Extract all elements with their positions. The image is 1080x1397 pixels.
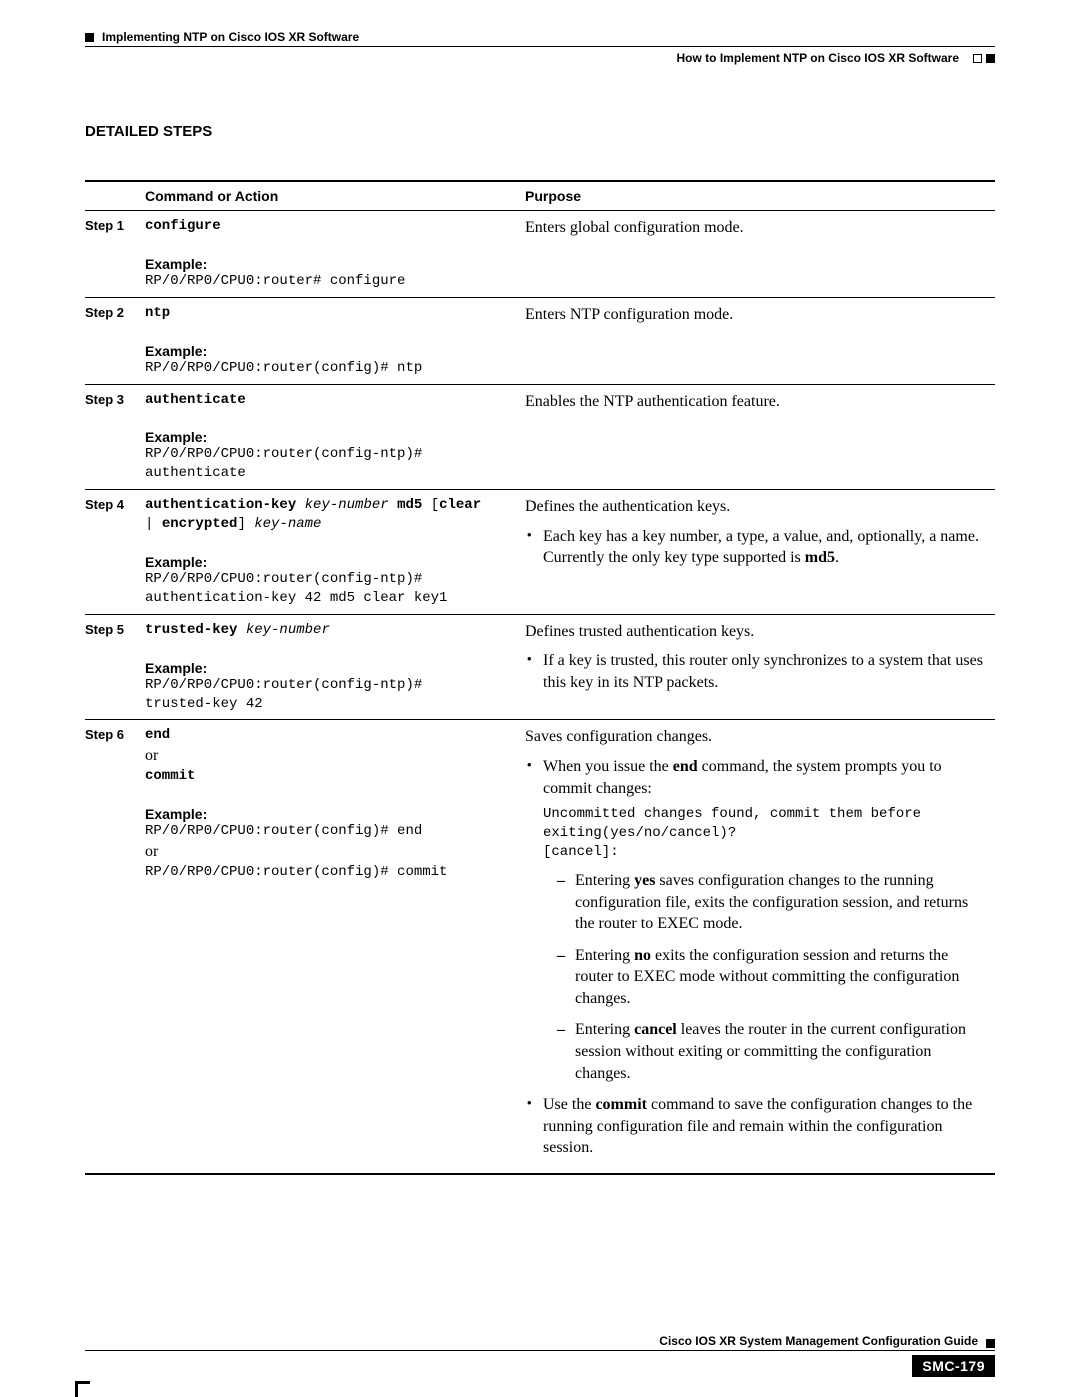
- chapter-title: Implementing NTP on Cisco IOS XR Softwar…: [102, 30, 359, 44]
- table-row: Step 4 authentication-key key-number md5…: [85, 490, 995, 615]
- steps-table: Command or Action Purpose Step 1 configu…: [85, 180, 995, 1175]
- bullet-bold: no: [634, 947, 651, 964]
- example-text: RP/0/RP0/CPU0:router(config)# commit: [145, 863, 489, 882]
- footer-guide-title: Cisco IOS XR System Management Configura…: [659, 1334, 978, 1348]
- bullet-bold: end: [673, 758, 698, 775]
- page-number: SMC-179: [912, 1355, 995, 1377]
- example-label: Example:: [145, 806, 489, 822]
- table-row: Step 5 trusted-key key-number Example: R…: [85, 614, 995, 720]
- example-label: Example:: [145, 343, 489, 359]
- command-text: authenticate: [145, 391, 489, 410]
- example-text: RP/0/RP0/CPU0:router# configure: [145, 272, 489, 291]
- example-text: RP/0/RP0/CPU0:router(config-ntp)# authen…: [145, 445, 489, 483]
- cmd-segment: key-name: [254, 516, 321, 532]
- cmd-segment: trusted-key: [145, 622, 237, 638]
- or-text: or: [145, 843, 489, 861]
- section-header-row: How to Implement NTP on Cisco IOS XR Sof…: [85, 51, 995, 65]
- bullet-item: Use the commit command to save the confi…: [525, 1094, 987, 1159]
- bullet-item: Each key has a key number, a type, a val…: [525, 526, 987, 569]
- example-text: RP/0/RP0/CPU0:router(config-ntp)# authen…: [145, 570, 489, 608]
- example-text: RP/0/RP0/CPU0:router(config)# ntp: [145, 359, 489, 378]
- bullet-text: Use the: [543, 1096, 595, 1113]
- or-text: or: [145, 747, 489, 765]
- bullet-text: .: [835, 549, 839, 566]
- purpose-text: Saves configuration changes.: [525, 726, 987, 748]
- purpose-text: Enters global configuration mode.: [513, 211, 995, 298]
- page-footer: Cisco IOS XR System Management Configura…: [85, 1334, 995, 1377]
- header-box-filled-icon: [986, 54, 995, 63]
- cmd-segment: clear: [439, 497, 481, 513]
- example-label: Example:: [145, 660, 489, 676]
- bullet-text: Each key has a key number, a type, a val…: [543, 528, 979, 567]
- bullet-bold: yes: [634, 872, 655, 889]
- purpose-text: Defines the authentication keys.: [525, 496, 987, 518]
- step-label: Step 3: [85, 392, 124, 407]
- example-text: RP/0/RP0/CPU0:router(config)# end: [145, 822, 489, 841]
- command-text: trusted-key key-number: [145, 621, 489, 640]
- bullet-bold: cancel: [634, 1021, 677, 1038]
- table-row: Step 1 configure Example: RP/0/RP0/CPU0:…: [85, 211, 995, 298]
- cmd-segment: |: [145, 516, 162, 532]
- sub-bullet-item: Entering yes saves configuration changes…: [557, 870, 987, 935]
- step-label: Step 2: [85, 305, 124, 320]
- command-text: ntp: [145, 304, 489, 323]
- example-text: RP/0/RP0/CPU0:router(config-ntp)# truste…: [145, 676, 489, 714]
- bullet-item: If a key is trusted, this router only sy…: [525, 650, 987, 693]
- command-text: configure: [145, 217, 489, 236]
- bullet-text: When you issue the: [543, 758, 673, 775]
- step-label: Step 5: [85, 622, 124, 637]
- bullet-bold: commit: [595, 1096, 647, 1113]
- sub-bullet-item: Entering no exits the configuration sess…: [557, 945, 987, 1010]
- sub-bullet-item: Entering cancel leaves the router in the…: [557, 1019, 987, 1084]
- bullet-item: When you issue the end command, the syst…: [525, 756, 987, 1084]
- bullet-text: Entering: [575, 872, 634, 889]
- chapter-header: Implementing NTP on Cisco IOS XR Softwar…: [85, 30, 995, 47]
- header-box-outline-icon: [973, 54, 982, 63]
- bullet-bold: md5: [805, 549, 835, 566]
- cmd-segment: [: [431, 497, 439, 513]
- prompt-text: Uncommitted changes found, commit them b…: [543, 805, 987, 862]
- command-text: end: [145, 726, 489, 745]
- cmd-segment: encrypted: [162, 516, 238, 532]
- cmd-segment: authentication-key: [145, 497, 296, 513]
- col-step-blank: [85, 181, 145, 211]
- cmd-segment: ]: [237, 516, 245, 532]
- step-label: Step 1: [85, 218, 124, 233]
- example-label: Example:: [145, 429, 489, 445]
- step-label: Step 4: [85, 497, 124, 512]
- col-command-header: Command or Action: [145, 181, 513, 211]
- command-text: commit: [145, 767, 489, 786]
- cmd-segment: md5: [397, 497, 422, 513]
- purpose-text: Enters NTP configuration mode.: [513, 297, 995, 384]
- section-title: How to Implement NTP on Cisco IOS XR Sof…: [677, 51, 959, 65]
- bullet-text: Entering: [575, 1021, 634, 1038]
- crop-mark-icon: [75, 1381, 78, 1397]
- step-label: Step 6: [85, 727, 124, 742]
- cmd-segment: key-number: [246, 622, 330, 638]
- purpose-text: Enables the NTP authentication feature.: [513, 384, 995, 490]
- table-row: Step 3 authenticate Example: RP/0/RP0/CP…: [85, 384, 995, 490]
- detailed-steps-heading: DETAILED STEPS: [85, 123, 995, 140]
- table-row: Step 2 ntp Example: RP/0/RP0/CPU0:router…: [85, 297, 995, 384]
- cmd-segment: key-number: [305, 497, 389, 513]
- command-text: authentication-key key-number md5 [clear…: [145, 496, 489, 534]
- col-purpose-header: Purpose: [513, 181, 995, 211]
- table-row: Step 6 end or commit Example: RP/0/RP0/C…: [85, 720, 995, 1174]
- header-square-icon: [85, 33, 94, 42]
- example-label: Example:: [145, 256, 489, 272]
- footer-square-icon: [986, 1339, 995, 1348]
- purpose-text: Defines trusted authentication keys.: [525, 621, 987, 643]
- bullet-text: Entering: [575, 947, 634, 964]
- example-label: Example:: [145, 554, 489, 570]
